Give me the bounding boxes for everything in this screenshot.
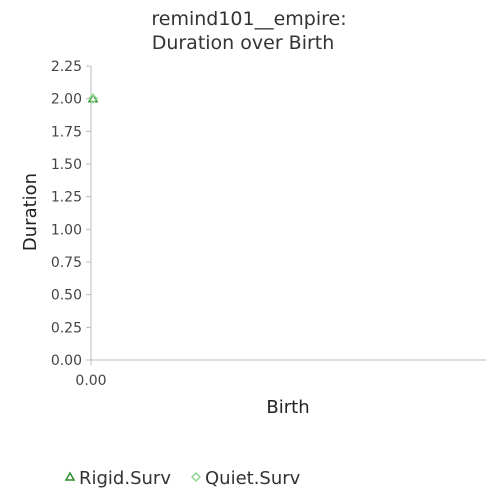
y-axis-label: Duration (20, 173, 41, 251)
legend-item: Rigid.Surv (64, 468, 171, 489)
y-tick-label: 1.75 (51, 124, 82, 140)
x-tick-label: 0.00 (75, 373, 106, 389)
data-points (87, 93, 99, 104)
legend-label: Rigid.Surv (79, 468, 171, 489)
x-axis-label: Birth (266, 397, 309, 418)
y-tick-label: 1.25 (51, 190, 82, 206)
y-axis-ticks: 0.00 0.25 0.50 0.75 1.00 1.25 1.50 1.75 2.00 2.25 (51, 59, 91, 369)
y-tick-label: 0.50 (51, 288, 82, 304)
y-tick-label: 0.00 (51, 353, 82, 369)
y-tick-label: 2.25 (51, 59, 82, 75)
x-axis-ticks: 0.00 (75, 360, 107, 389)
legend-marker (190, 471, 202, 483)
chart-title-line-1: remind101__empire: (151, 8, 346, 30)
legend-item: Quiet.Surv (190, 468, 301, 489)
plot-area: 0.00 0.25 0.50 0.75 1.00 1.25 1.50 1.75 2.00 2.25… (51, 59, 486, 389)
legend-label: Quiet.Surv (205, 468, 301, 489)
y-tick-label: 1.50 (51, 157, 82, 173)
data-point (87, 93, 99, 104)
legend: Rigid.Surv Quiet.Surv (64, 468, 301, 489)
chart-title: remind101__empire: Duration over Birth (151, 8, 346, 54)
chart-title-line-2: Duration over Birth (152, 32, 335, 54)
y-tick-label: 2.00 (51, 92, 82, 108)
y-tick-label: 0.75 (51, 255, 82, 271)
y-tick-label: 1.00 (51, 222, 82, 238)
y-tick-label: 0.25 (51, 320, 82, 336)
legend-marker (64, 471, 76, 481)
